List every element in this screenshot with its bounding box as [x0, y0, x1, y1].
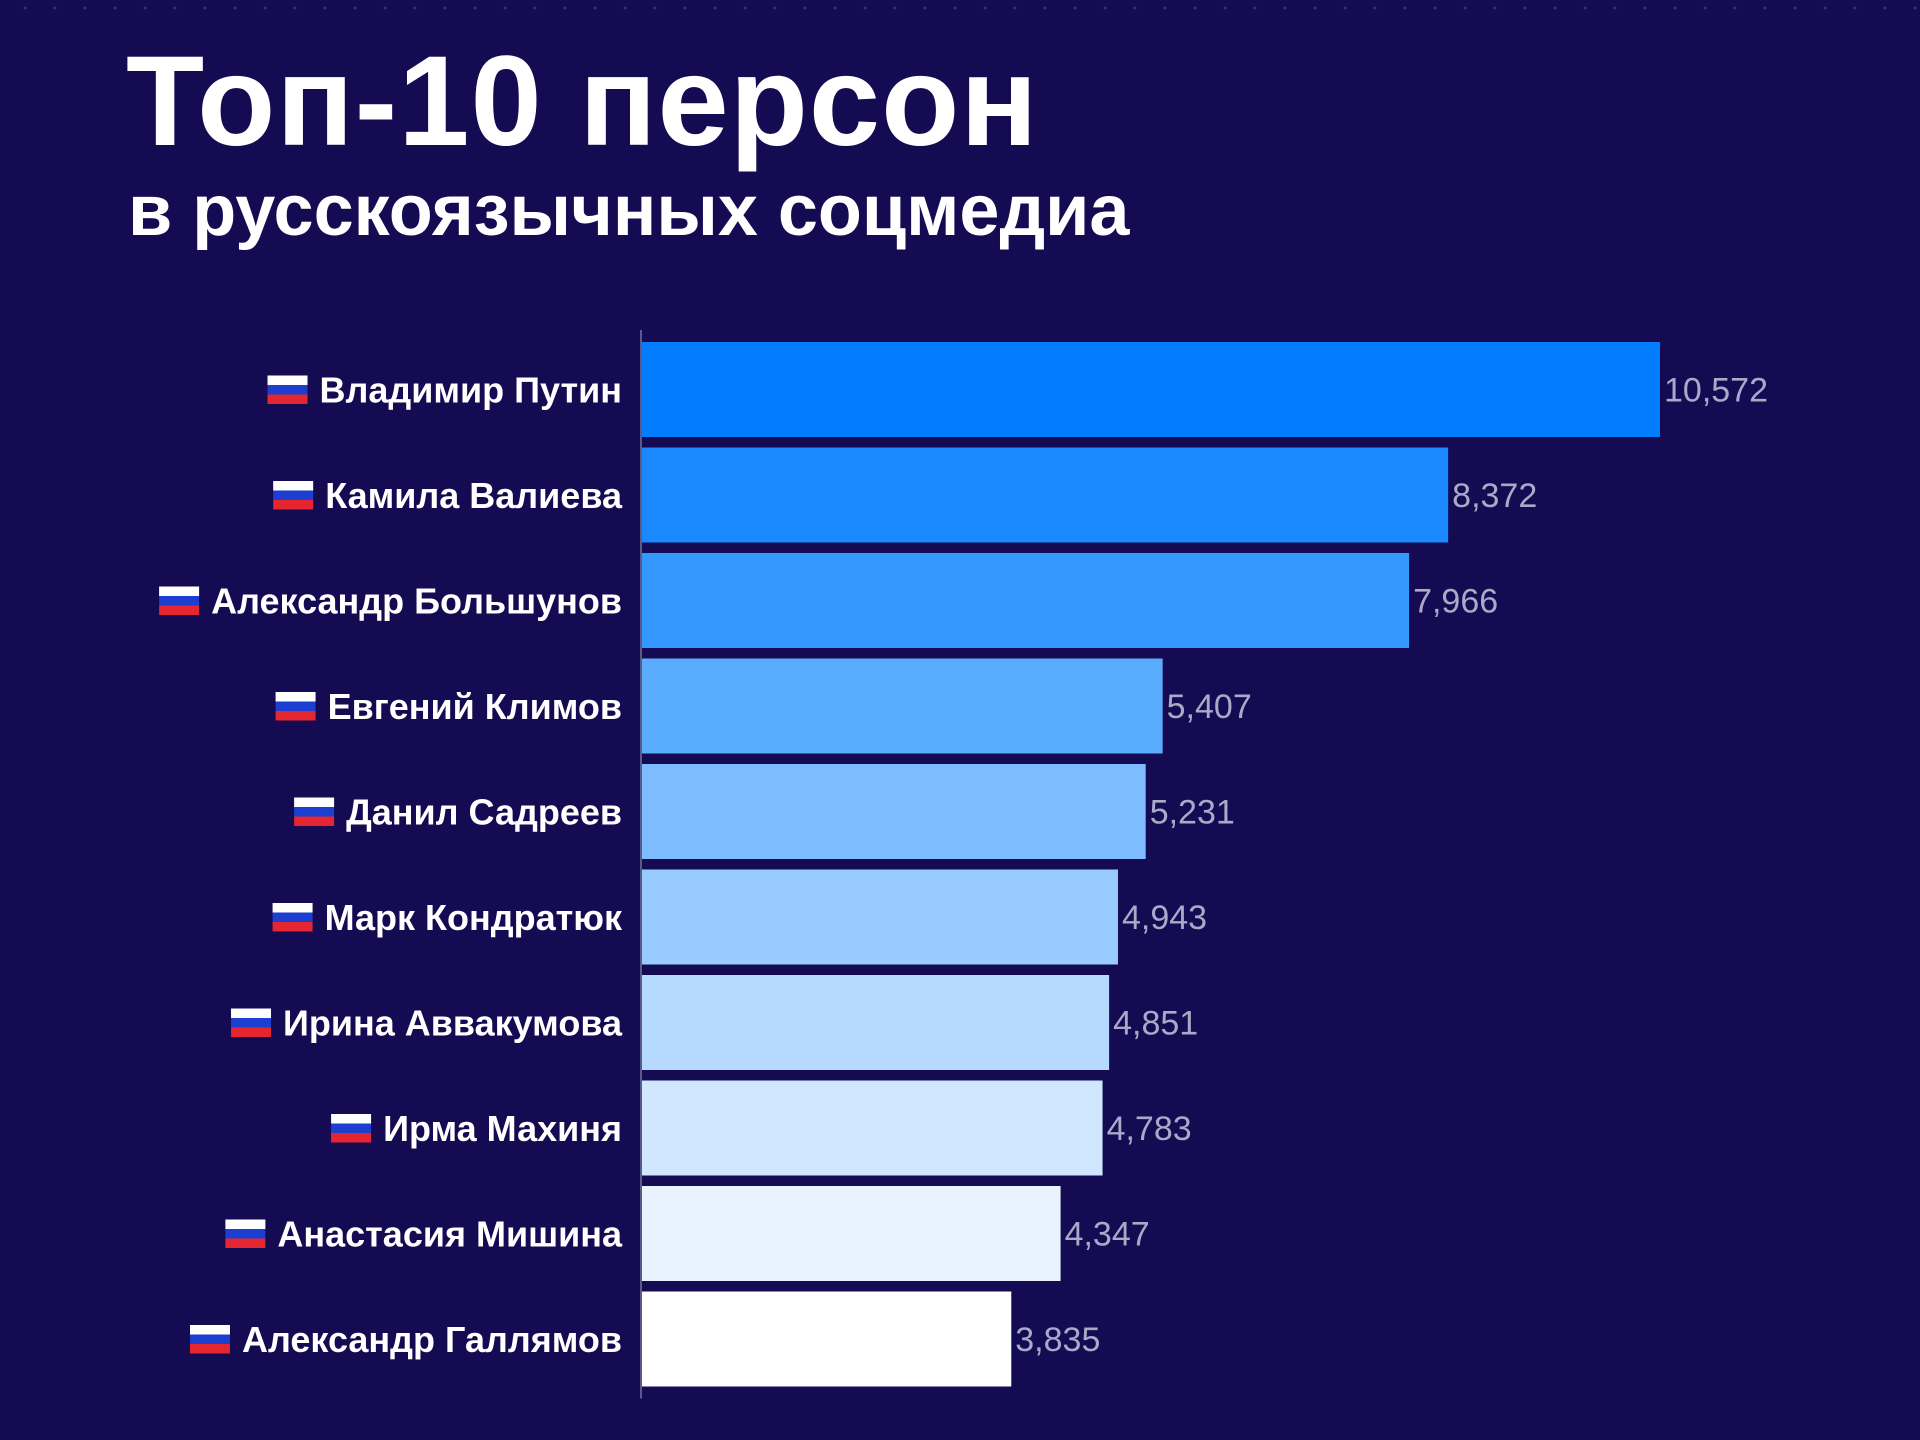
bar-value-label: 10,572 [1664, 372, 1768, 410]
flag-stripe [225, 1238, 266, 1248]
russia-flag-icon [189, 1325, 230, 1354]
flag-stripe [189, 1334, 230, 1344]
flag-stripe [331, 1123, 372, 1133]
flag-stripe [294, 797, 335, 807]
bar [642, 447, 1449, 543]
bar [642, 342, 1660, 437]
category-label: Александр Галлямов [242, 1319, 622, 1360]
russia-flag-icon [273, 481, 314, 510]
flag-stripe [273, 481, 314, 491]
bar-value-label: 3,835 [1015, 1321, 1100, 1359]
flag-stripe [272, 912, 313, 922]
decorative-dots [0, 0, 1920, 16]
bar [642, 553, 1410, 648]
russia-flag-icon [225, 1219, 266, 1248]
russia-flag-icon [231, 1008, 272, 1037]
russia-flag-icon [294, 797, 335, 826]
flag-stripe [273, 490, 314, 500]
flag-stripe [189, 1344, 230, 1354]
page-subtitle: в русскоязычных соцмедиа [128, 171, 1130, 251]
bar-value-label: 7,966 [1413, 583, 1498, 621]
flag-stripe [159, 596, 200, 606]
category-label: Ирма Махиня [383, 1108, 622, 1149]
flag-stripe [267, 385, 308, 395]
bar [642, 1291, 1012, 1387]
flag-stripe [225, 1219, 266, 1229]
category-label: Владимир Путин [320, 370, 622, 411]
russia-flag-icon [267, 375, 308, 404]
bar [642, 1186, 1061, 1281]
category-label: Евгений Климов [328, 686, 622, 727]
flag-stripe [231, 1027, 272, 1037]
category-label: Александр Большунов [211, 581, 622, 622]
flag-stripe [294, 807, 335, 817]
flag-stripe [275, 692, 316, 702]
bar [642, 764, 1146, 859]
bar-value-label: 4,347 [1065, 1216, 1150, 1254]
bar-value-label: 4,943 [1122, 899, 1207, 937]
flag-stripe [275, 701, 316, 711]
bar-value-label: 5,407 [1167, 688, 1252, 726]
russia-flag-icon [159, 586, 200, 615]
page-title: Топ-10 персон [126, 30, 1039, 173]
flag-stripe [331, 1114, 372, 1124]
category-label: Анастасия Мишина [277, 1214, 623, 1255]
flag-stripe [231, 1018, 272, 1028]
bar-value-label: 5,231 [1150, 794, 1235, 832]
category-label: Камила Валиева [325, 475, 623, 516]
bar [642, 1080, 1103, 1176]
bar [642, 658, 1163, 754]
flag-stripe [231, 1008, 272, 1018]
flag-stripe [159, 605, 200, 615]
russia-flag-icon [272, 903, 313, 932]
flag-stripe [272, 903, 313, 913]
category-label: Ирина Аввакумова [283, 1003, 623, 1044]
flag-stripe [225, 1229, 266, 1239]
flag-stripe [294, 816, 335, 826]
category-label: Марк Кондратюк [325, 897, 623, 938]
flag-stripe [273, 500, 314, 510]
flag-stripe [272, 922, 313, 932]
bar-value-label: 8,372 [1452, 477, 1537, 515]
russia-flag-icon [275, 692, 316, 721]
russia-flag-icon [331, 1114, 372, 1143]
flag-stripe [267, 394, 308, 404]
bar-value-label: 4,851 [1113, 1005, 1198, 1043]
bar [642, 869, 1118, 965]
flag-stripe [275, 711, 316, 721]
flag-stripe [267, 375, 308, 385]
flag-stripe [189, 1325, 230, 1335]
category-label: Данил Садреев [346, 792, 622, 833]
flag-stripe [159, 586, 200, 596]
flag-stripe [331, 1133, 372, 1143]
bar-value-label: 4,783 [1107, 1110, 1192, 1148]
bar [642, 975, 1110, 1070]
